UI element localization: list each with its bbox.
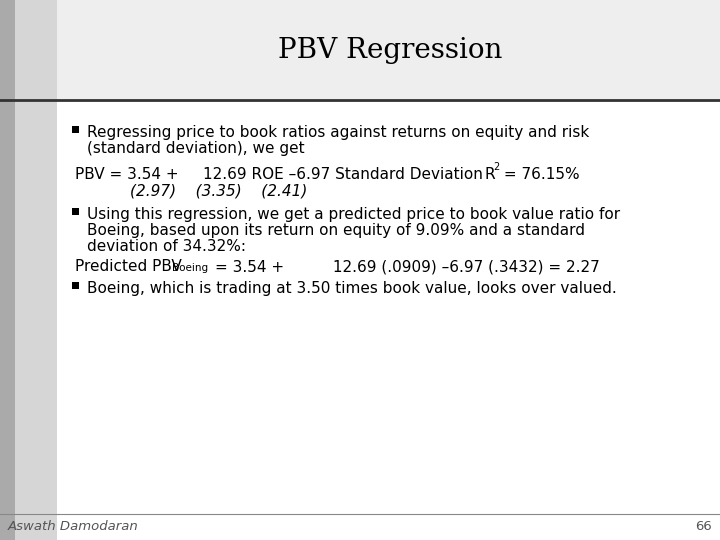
Text: R: R [485, 167, 495, 182]
Text: (2.97)    (3.35)    (2.41): (2.97) (3.35) (2.41) [130, 183, 307, 198]
Bar [15, 0, 57, 540]
Text: Using this regression, we get a predicted price to book value ratio for: Using this regression, we get a predicte… [87, 207, 620, 222]
Text: deviation of 34.32%:: deviation of 34.32%: [87, 239, 246, 254]
Text: PBV Regression: PBV Regression [278, 37, 502, 64]
Text: Boeing: Boeing [172, 263, 208, 273]
Text: = 76.15%: = 76.15% [499, 167, 580, 182]
Text: Boeing, which is trading at 3.50 times book value, looks over valued.: Boeing, which is trading at 3.50 times b… [87, 281, 617, 296]
Text: Aswath Damodaran: Aswath Damodaran [8, 519, 139, 532]
Text: Regressing price to book ratios against returns on equity and risk: Regressing price to book ratios against … [87, 125, 589, 140]
Text: 66: 66 [696, 519, 712, 532]
Bar [72, 281, 79, 288]
Text: (standard deviation), we get: (standard deviation), we get [87, 141, 305, 156]
Text: PBV = 3.54 +     12.69 ROE –6.97 Standard Deviation: PBV = 3.54 + 12.69 ROE –6.97 Standard De… [75, 167, 483, 182]
Text: 2: 2 [493, 162, 499, 172]
Text: = 3.54 +          12.69 (.0909) –6.97 (.3432) = 2.27: = 3.54 + 12.69 (.0909) –6.97 (.3432) = 2… [215, 259, 600, 274]
Text: Predicted PBV: Predicted PBV [75, 259, 181, 274]
Bar [0, 0, 15, 540]
Bar [57, 0, 720, 100]
Bar [72, 125, 79, 132]
Text: Boeing, based upon its return on equity of 9.09% and a standard: Boeing, based upon its return on equity … [87, 223, 585, 238]
Bar [72, 207, 79, 214]
